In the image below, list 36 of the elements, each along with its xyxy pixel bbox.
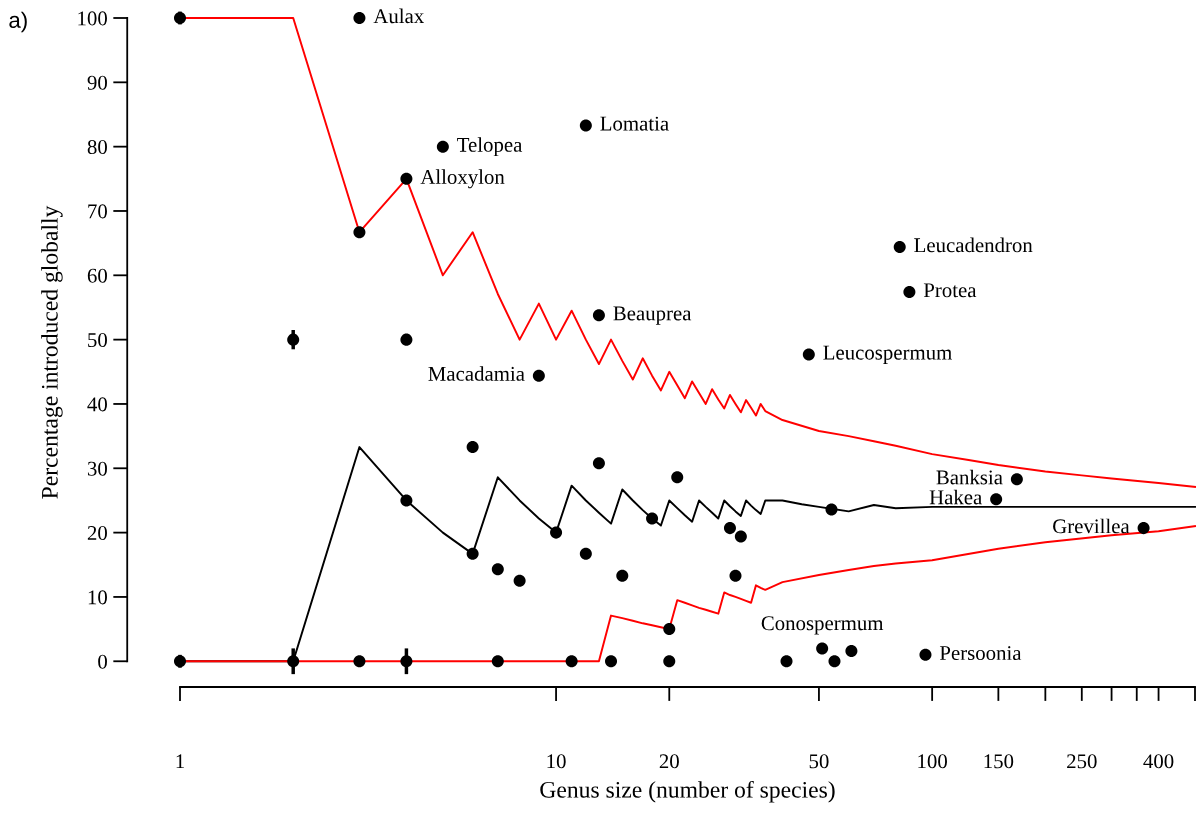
y-tick-label: 60 xyxy=(87,268,107,283)
y-tick-label: 50 xyxy=(88,333,107,348)
annotation: Leucadendron xyxy=(914,237,1033,253)
y-axis-title: Percentage introduced globally xyxy=(41,205,63,499)
annotation: Persoonia xyxy=(939,646,1022,661)
annotation: Protea xyxy=(923,283,977,298)
x-tick-label: 400 xyxy=(1143,754,1174,769)
annotation: Banksia xyxy=(936,469,1003,485)
x-axis-title: Genus size (number of species) xyxy=(540,780,835,803)
y-tick-label: 0 xyxy=(98,654,107,669)
annotation: Aulax xyxy=(373,8,424,24)
x-tick-label: 150 xyxy=(984,754,1014,769)
y-tick-label: 40 xyxy=(87,397,107,412)
x-tick-label: 250 xyxy=(1067,754,1097,769)
annotation: Leucospermum xyxy=(823,345,952,364)
x-tick-label: 1 xyxy=(176,754,184,769)
annotation: Grevillea xyxy=(1053,518,1130,534)
annotation: Macadamia xyxy=(428,366,525,381)
y-tick-label: 30 xyxy=(87,461,107,476)
annotation: Telopea xyxy=(457,137,523,157)
y-tick-label: 90 xyxy=(87,75,107,90)
y-tick-label: 70 xyxy=(88,204,107,219)
y-tick-label: 80 xyxy=(87,140,107,155)
text: a) xyxy=(9,11,27,33)
x-tick-label: 50 xyxy=(809,754,829,769)
annotation: Conospermum xyxy=(761,616,884,635)
y-tick-label: 20 xyxy=(87,525,107,541)
y-tick-label: 10 xyxy=(88,590,107,605)
x-tick-label: 20 xyxy=(659,754,679,769)
y-tick-label: 100 xyxy=(78,11,107,26)
annotation: Hakea xyxy=(929,489,982,505)
x-tick-label: 100 xyxy=(918,754,947,769)
annotation: Alloxylon xyxy=(420,169,505,189)
annotation: Beauprea xyxy=(613,306,692,325)
annotation: Lomatia xyxy=(600,116,669,131)
x-tick-label: 10 xyxy=(547,754,566,769)
